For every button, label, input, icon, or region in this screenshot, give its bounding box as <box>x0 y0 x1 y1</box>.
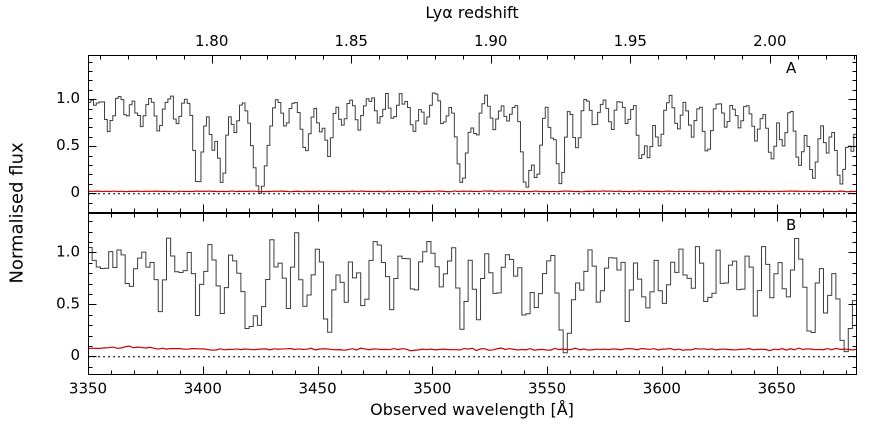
panel-b-label: B <box>786 216 797 234</box>
panel-a-label: A <box>786 59 797 77</box>
y-axis-title: Normalised flux <box>6 142 28 284</box>
x-axis-title: Observed wavelength [Å] <box>370 400 574 419</box>
top-axis-title: Lyα redshift <box>425 3 519 22</box>
